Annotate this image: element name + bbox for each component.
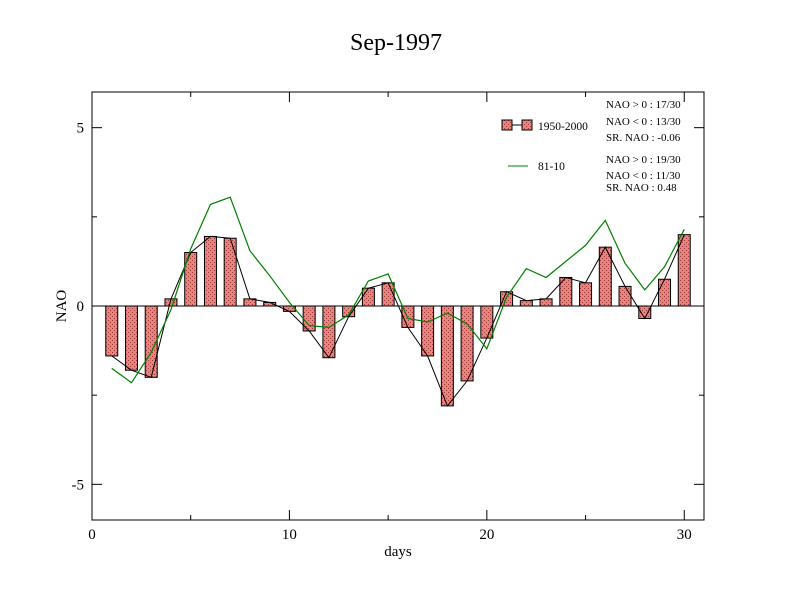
bar-day-17	[421, 305, 435, 357]
y-tick-label: 5	[77, 121, 85, 137]
bar-day-6	[203, 235, 217, 307]
line-81-10	[111, 196, 685, 384]
line-1950-2000	[111, 234, 685, 407]
legend-label-81-10: 81-10	[538, 161, 565, 173]
x-tick-label: 20	[479, 527, 494, 543]
line-series	[111, 196, 685, 407]
stats-81-10-line-3: SR. NAO : 0.48	[606, 182, 677, 194]
bar-day-3	[144, 305, 158, 378]
y-tick-label: -5	[72, 477, 85, 493]
bar-day-19	[460, 305, 474, 382]
bar-day-15	[381, 282, 395, 307]
stats-block: NAO > 0 : 17/30 NAO < 0 : 13/30 SR. NAO …	[606, 99, 681, 194]
bar-series-1950-2000	[105, 234, 691, 407]
x-tick-label: 0	[88, 527, 96, 543]
legend: 1950-2000 81-10	[501, 119, 588, 173]
axis-ticks: 0 10 20 30 -5 0 5	[72, 92, 704, 543]
bar-day-27	[618, 285, 632, 307]
bar-day-18	[440, 305, 454, 407]
stats-1950-2000-line-1: NAO > 0 : 17/30	[606, 99, 681, 111]
y-axis-label: NAO	[54, 290, 70, 323]
stats-1950-2000-line-3: SR. NAO : -0.06	[606, 132, 681, 144]
bar-day-30	[677, 234, 691, 307]
y-tick-label: 0	[77, 299, 85, 315]
x-tick-label: 10	[282, 527, 297, 543]
bar-day-25	[579, 282, 593, 307]
chart-title: Sep-1997	[350, 30, 442, 56]
bar-day-29	[658, 278, 672, 307]
legend-swatch-1950-2000-right	[521, 119, 533, 131]
bar-day-7	[223, 237, 237, 307]
bar-day-22	[519, 300, 533, 307]
stats-1950-2000-line-2: NAO < 0 : 13/30	[606, 116, 681, 128]
legend-swatch-1950-2000-left	[501, 119, 513, 131]
stats-81-10-line-1: NAO > 0 : 19/30	[606, 154, 681, 166]
stats-81-10-line-2: NAO < 0 : 11/30	[606, 170, 681, 182]
x-axis-label: days	[384, 544, 412, 560]
legend-label-1950-2000: 1950-2000	[538, 121, 588, 133]
bar-day-14	[361, 287, 375, 307]
bar-day-23	[539, 298, 553, 307]
bar-day-1	[105, 305, 119, 357]
x-tick-label: 30	[677, 527, 692, 543]
bar-day-2	[124, 305, 138, 371]
bar-day-20	[480, 305, 494, 339]
